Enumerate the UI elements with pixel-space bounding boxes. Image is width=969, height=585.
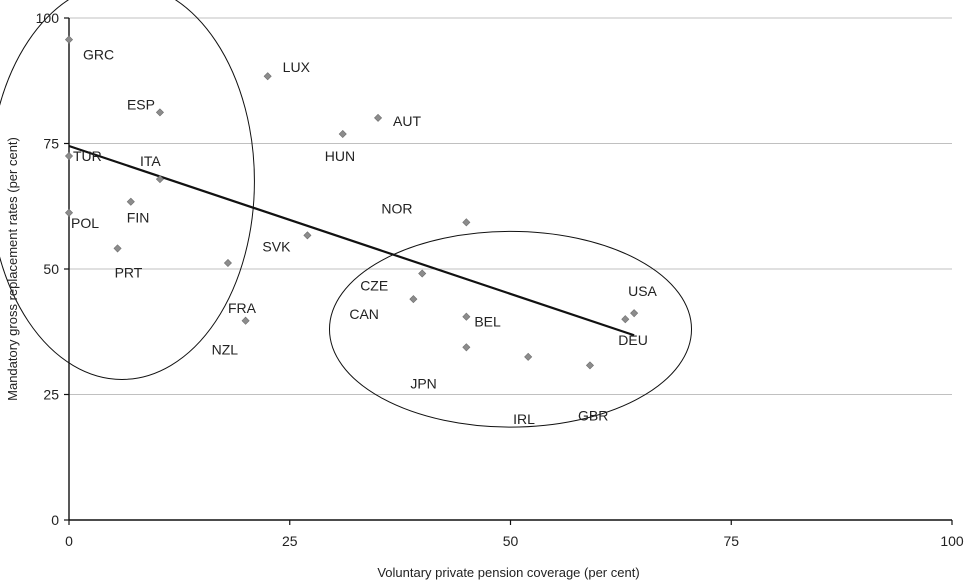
point-label-nor: NOR	[381, 200, 412, 216]
gridlines	[69, 17, 952, 395]
point-label-svk: SVK	[262, 238, 291, 254]
point-ita	[155, 175, 164, 184]
tick-labels: 0 25 50 75 100 0 25 50 75 100	[36, 10, 964, 549]
cluster-ellipse-1	[328, 230, 693, 428]
y-tick-label-3: 75	[43, 136, 59, 152]
x-tick-label-2: 50	[503, 533, 519, 549]
cluster-ellipses	[0, 0, 693, 428]
point-deu	[621, 315, 630, 324]
point-prt	[113, 244, 122, 253]
point-label-fra: FRA	[228, 300, 257, 316]
point-fra	[223, 258, 232, 268]
point-label-gbr: GBR	[578, 407, 608, 423]
point-fin	[126, 197, 135, 206]
point-label-lux: LUX	[283, 59, 311, 75]
point-label-pol: POL	[71, 215, 99, 231]
x-tick-label-0: 0	[65, 533, 73, 549]
point-jpn	[462, 343, 471, 352]
point-label-bel: BEL	[474, 314, 501, 330]
point-labels: GRC TUR POL ESP ITA FIN PRT LUX AUT HUN SVK FRA NZL N…	[71, 47, 658, 427]
point-label-irl: IRL	[513, 411, 535, 427]
point-label-deu: DEU	[618, 332, 648, 348]
point-cze	[418, 269, 427, 278]
point-gbr	[585, 361, 594, 370]
point-label-tur: TUR	[73, 148, 102, 164]
point-lux	[263, 72, 272, 81]
x-tick-label-3: 75	[723, 533, 739, 549]
point-label-grc: GRC	[83, 47, 114, 63]
y-tick-label-0: 0	[51, 512, 59, 528]
point-irl	[524, 352, 533, 361]
point-label-cze: CZE	[360, 278, 388, 294]
point-label-usa: USA	[628, 283, 657, 299]
y-tick-label-2: 50	[43, 261, 59, 277]
y-tick-label-4: 100	[36, 10, 60, 26]
point-label-nzl: NZL	[212, 342, 239, 358]
x-axis-title: Voluntary private pension coverage (per …	[377, 565, 639, 580]
point-nor	[462, 218, 471, 227]
point-tur	[64, 152, 74, 161]
point-svk	[303, 231, 312, 240]
point-pol	[64, 208, 74, 217]
point-label-ita: ITA	[140, 153, 161, 169]
cluster-ellipse-0	[0, 0, 255, 380]
point-esp	[155, 108, 164, 117]
x-tick-label-4: 100	[940, 533, 964, 549]
y-tick-label-1: 25	[43, 387, 59, 403]
trendline	[68, 144, 635, 337]
point-grc	[64, 35, 74, 44]
y-axis-title: Mandatory gross replacement rates (per c…	[5, 137, 20, 401]
point-label-prt: PRT	[115, 264, 143, 280]
point-nzl	[241, 316, 250, 325]
point-hun	[338, 129, 347, 138]
point-aut	[374, 113, 383, 122]
point-label-hun: HUN	[325, 148, 355, 164]
point-label-jpn: JPN	[410, 375, 436, 391]
point-bel	[462, 312, 471, 321]
point-label-aut: AUT	[393, 113, 421, 129]
point-label-fin: FIN	[127, 210, 150, 226]
point-can	[409, 295, 418, 304]
x-tick-label-1: 25	[282, 533, 298, 549]
point-label-can: CAN	[349, 306, 379, 322]
data-points	[64, 35, 639, 370]
trendline-group	[68, 144, 635, 337]
point-usa	[630, 309, 639, 318]
point-label-esp: ESP	[127, 96, 155, 112]
